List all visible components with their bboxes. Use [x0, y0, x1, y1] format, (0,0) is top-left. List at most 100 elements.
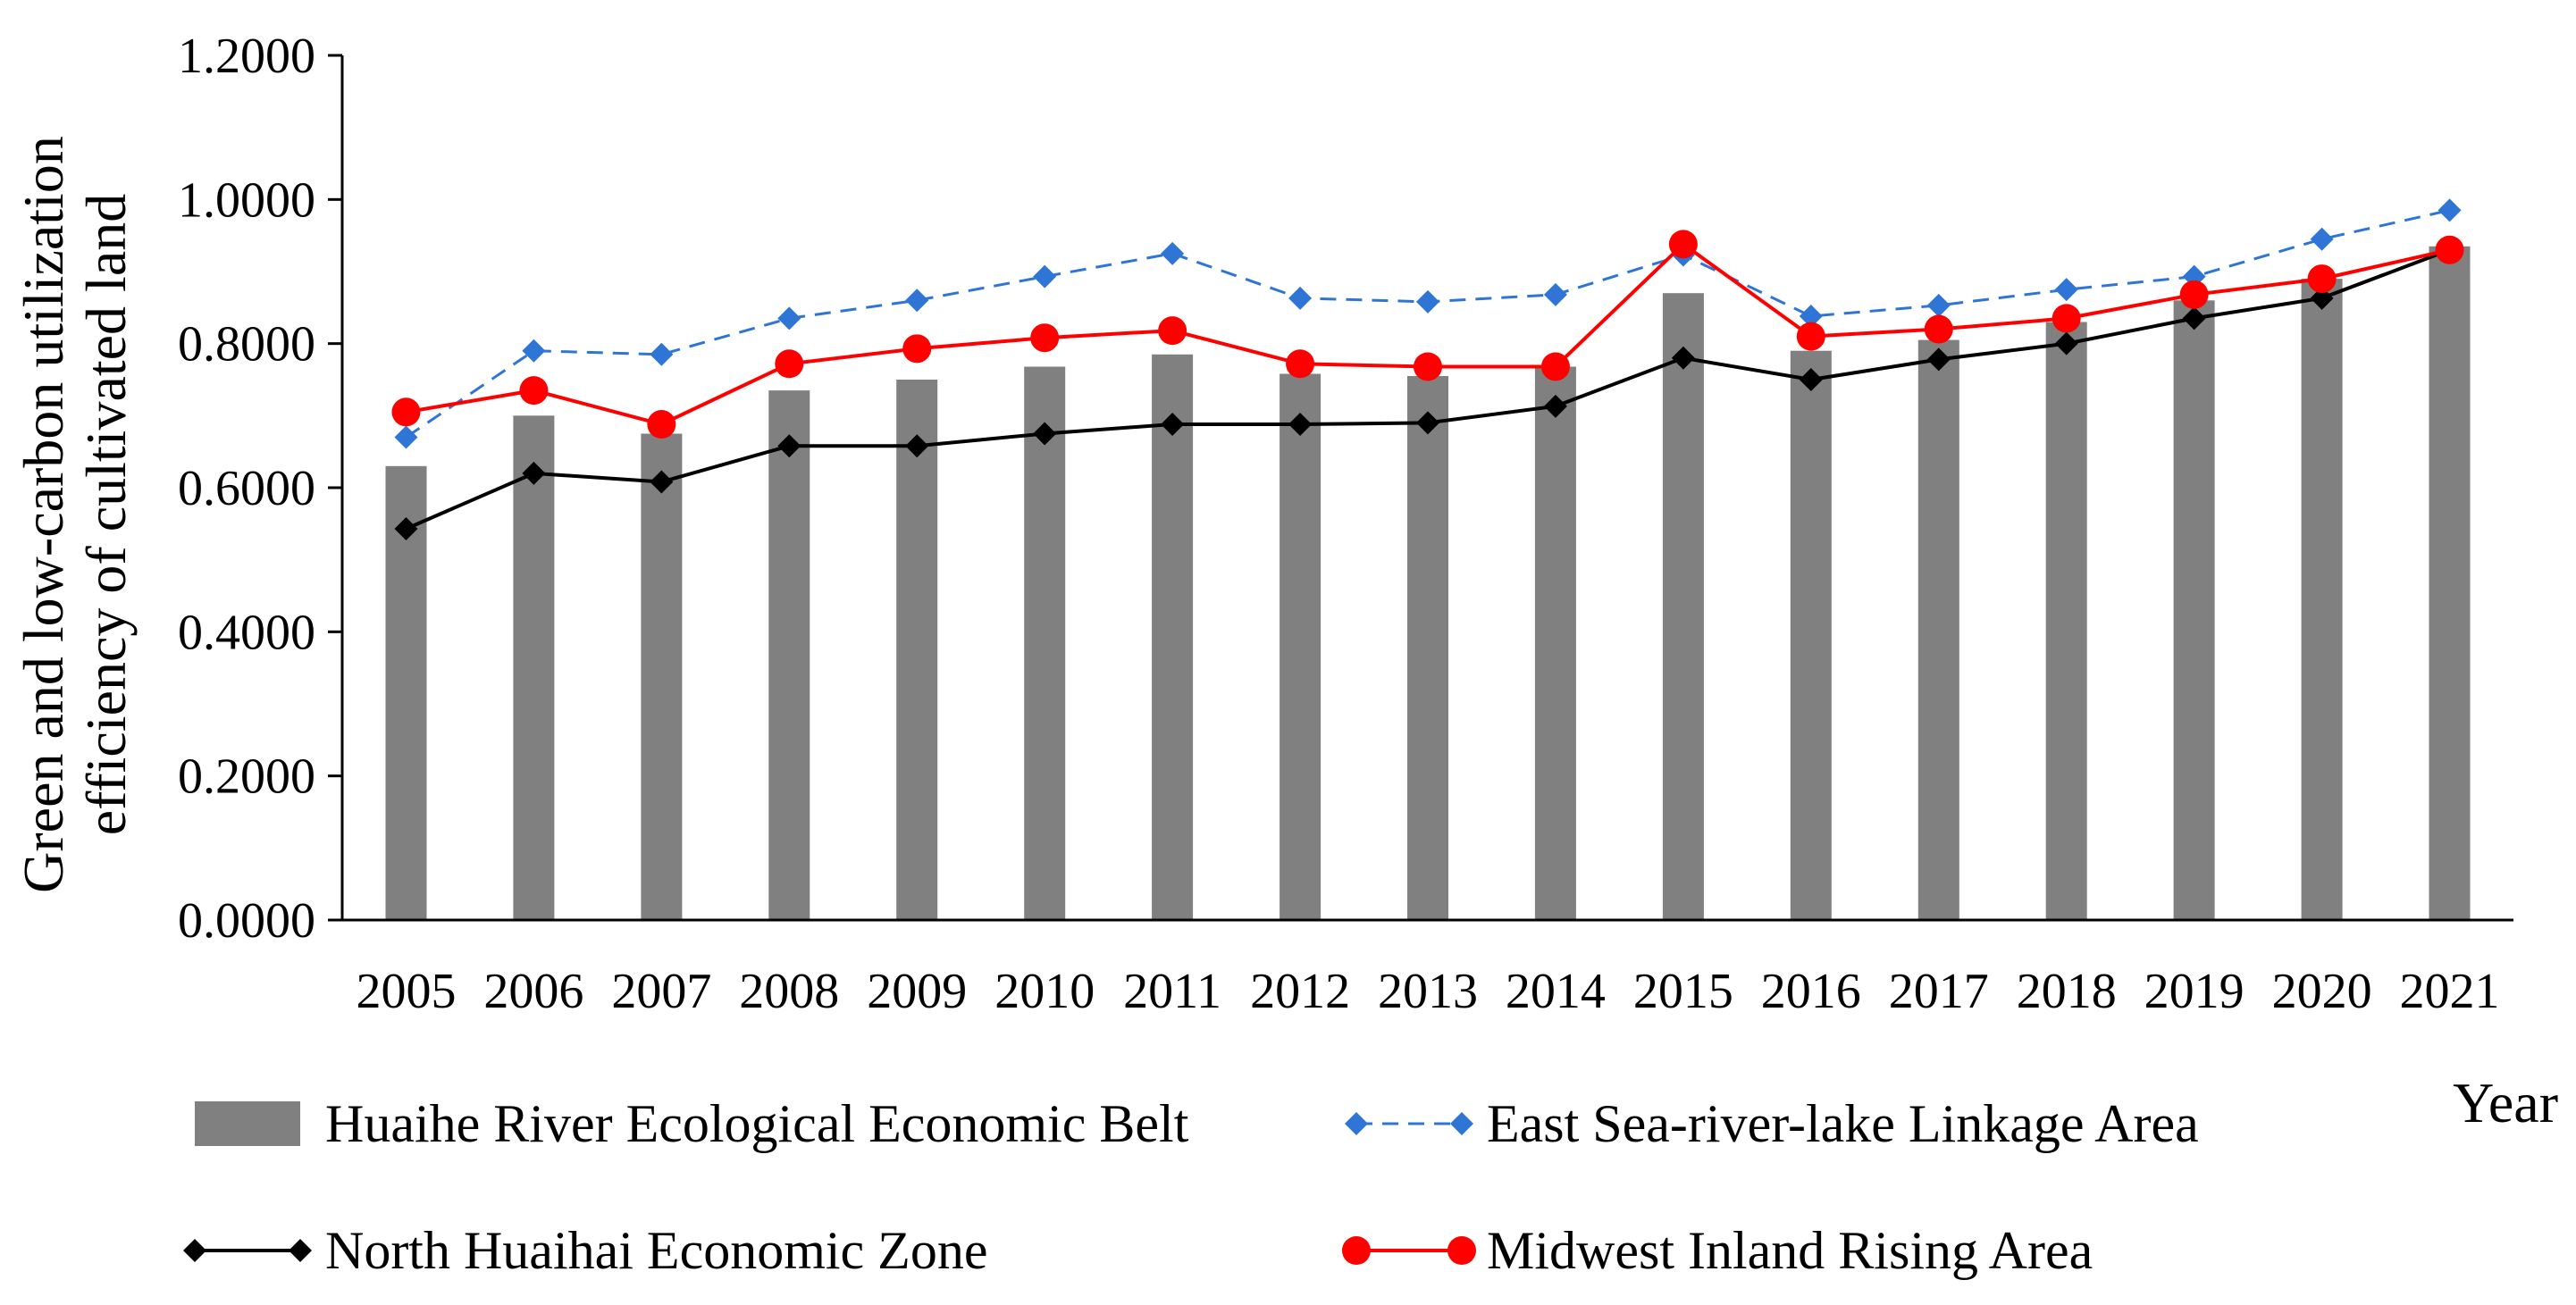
marker-east-sea-river-lake-linkage-area-2008 [777, 306, 801, 330]
legend-swatch-marker [289, 1239, 312, 1262]
marker-north-huaihai-economic-zone-2008 [777, 434, 801, 458]
bar-2006 [513, 415, 555, 920]
x-tick-label: 2014 [1506, 964, 1606, 1019]
legend-swatch-marker [183, 1239, 206, 1262]
legend-label: East Sea-river-lake Linkage Area [1487, 1094, 2199, 1153]
x-tick-label: 2012 [1250, 964, 1350, 1019]
y-tick-label: 0.4000 [178, 605, 315, 660]
bar-2015 [1662, 293, 1704, 920]
marker-east-sea-river-lake-linkage-area-2014 [1543, 282, 1567, 306]
x-tick-label: 2009 [867, 964, 967, 1019]
x-tick-label: 2011 [1123, 964, 1221, 1019]
legend-swatch-marker [1447, 1236, 1476, 1265]
marker-east-sea-river-lake-linkage-area-2006 [522, 339, 546, 363]
x-tick-label: 2006 [483, 964, 583, 1019]
marker-east-sea-river-lake-linkage-area-2010 [1033, 264, 1057, 289]
y-tick-label: 0.8000 [178, 317, 315, 372]
x-tick-label: 2010 [994, 964, 1095, 1019]
marker-north-huaihai-economic-zone-2017 [1926, 347, 1951, 372]
marker-midwest-inland-rising-area-2019 [2179, 280, 2209, 309]
legend-label: Midwest Inland Rising Area [1487, 1221, 2093, 1280]
bar-2014 [1534, 366, 1576, 920]
legend-entry-north-huaihai-economic-zone: North Huaihai Economic Zone [183, 1221, 987, 1280]
marker-north-huaihai-economic-zone-2013 [1416, 411, 1439, 435]
marker-east-sea-river-lake-linkage-area-2007 [650, 342, 674, 366]
marker-east-sea-river-lake-linkage-area-2021 [2438, 198, 2462, 222]
y-axis-title-line: Green and low-carbon utilization [12, 136, 75, 893]
marker-midwest-inland-rising-area-2016 [1796, 322, 1825, 351]
x-tick-label: 2018 [2017, 964, 2117, 1019]
bar-2010 [1024, 366, 1066, 920]
marker-midwest-inland-rising-area-2018 [2052, 304, 2081, 333]
bar-2012 [1280, 373, 1322, 920]
marker-east-sea-river-lake-linkage-area-2016 [1799, 305, 1823, 329]
marker-midwest-inland-rising-area-2020 [2307, 264, 2337, 294]
legend-entry-huaihe-river-ecological-economic-belt: Huaihe River Ecological Economic Belt [195, 1094, 1189, 1153]
marker-north-huaihai-economic-zone-2020 [2310, 286, 2334, 310]
bar-2007 [641, 433, 683, 920]
marker-north-huaihai-economic-zone-2007 [650, 470, 674, 494]
bar-2020 [2301, 279, 2343, 921]
x-tick-label: 2008 [739, 964, 839, 1019]
marker-north-huaihai-economic-zone-2016 [1799, 368, 1823, 391]
marker-midwest-inland-rising-area-2011 [1158, 316, 1187, 346]
marker-north-huaihai-economic-zone-2006 [522, 461, 546, 485]
legend-swatch-bar [195, 1101, 300, 1146]
marker-north-huaihai-economic-zone-2019 [2182, 306, 2206, 330]
marker-midwest-inland-rising-area-2006 [519, 376, 549, 406]
legend-entry-east-sea-river-lake-linkage-area: East Sea-river-lake Linkage Area [1345, 1094, 2199, 1153]
x-tick-label: 2007 [611, 964, 711, 1019]
bar-2019 [2173, 300, 2215, 920]
x-tick-label: 2013 [1378, 964, 1478, 1019]
marker-east-sea-river-lake-linkage-area-2005 [394, 425, 418, 449]
marker-midwest-inland-rising-area-2017 [1924, 314, 1953, 344]
marker-midwest-inland-rising-area-2013 [1414, 352, 1442, 381]
marker-midwest-inland-rising-area-2012 [1286, 349, 1315, 379]
x-tick-label: 2020 [2272, 964, 2372, 1019]
bar-2018 [2045, 322, 2087, 920]
y-tick-label: 0.2000 [178, 749, 315, 805]
y-tick-label: 0.6000 [178, 461, 315, 516]
legend-swatch-marker [1345, 1112, 1368, 1135]
marker-east-sea-river-lake-linkage-area-2020 [2310, 227, 2334, 251]
legend-swatch-marker [1342, 1236, 1371, 1265]
marker-east-sea-river-lake-linkage-area-2011 [1161, 241, 1185, 265]
bar-2011 [1152, 354, 1194, 920]
marker-north-huaihai-economic-zone-2005 [394, 516, 418, 540]
marker-north-huaihai-economic-zone-2014 [1543, 394, 1567, 418]
x-tick-label: 2016 [1761, 964, 1861, 1019]
bar-2021 [2429, 246, 2471, 920]
marker-east-sea-river-lake-linkage-area-2009 [905, 289, 929, 313]
marker-east-sea-river-lake-linkage-area-2017 [1926, 293, 1951, 317]
y-tick-label: 0.0000 [178, 893, 315, 949]
marker-north-huaihai-economic-zone-2012 [1288, 413, 1313, 437]
bar-2013 [1407, 376, 1448, 920]
x-tick-label: 2015 [1633, 964, 1733, 1019]
x-tick-label: 2005 [357, 964, 457, 1019]
marker-north-huaihai-economic-zone-2018 [2054, 331, 2078, 356]
y-tick-label: 1.2000 [178, 29, 315, 84]
bar-2016 [1790, 350, 1832, 920]
marker-east-sea-river-lake-linkage-area-2012 [1288, 286, 1313, 310]
bar-2005 [385, 465, 427, 920]
marker-north-huaihai-economic-zone-2011 [1161, 413, 1185, 437]
marker-midwest-inland-rising-area-2021 [2435, 235, 2464, 264]
marker-midwest-inland-rising-area-2009 [902, 334, 932, 364]
bar-2009 [896, 380, 938, 920]
marker-east-sea-river-lake-linkage-area-2018 [2054, 278, 2078, 302]
x-axis-title: Year [2453, 1071, 2558, 1134]
marker-north-huaihai-economic-zone-2015 [1671, 346, 1695, 370]
marker-north-huaihai-economic-zone-2010 [1033, 422, 1057, 446]
y-axis-title-line: efficiency of cultivated land [74, 194, 138, 836]
marker-east-sea-river-lake-linkage-area-2013 [1416, 289, 1439, 314]
marker-midwest-inland-rising-area-2014 [1540, 352, 1570, 381]
legend-label: Huaihe River Ecological Economic Belt [325, 1094, 1189, 1153]
legend-swatch-marker [1450, 1112, 1473, 1135]
marker-midwest-inland-rising-area-2005 [391, 397, 421, 427]
y-axis-title: Green and low-carbon utilizationefficien… [12, 136, 138, 893]
x-tick-label: 2021 [2400, 964, 2500, 1019]
marker-midwest-inland-rising-area-2015 [1668, 230, 1698, 259]
marker-midwest-inland-rising-area-2010 [1030, 323, 1060, 353]
